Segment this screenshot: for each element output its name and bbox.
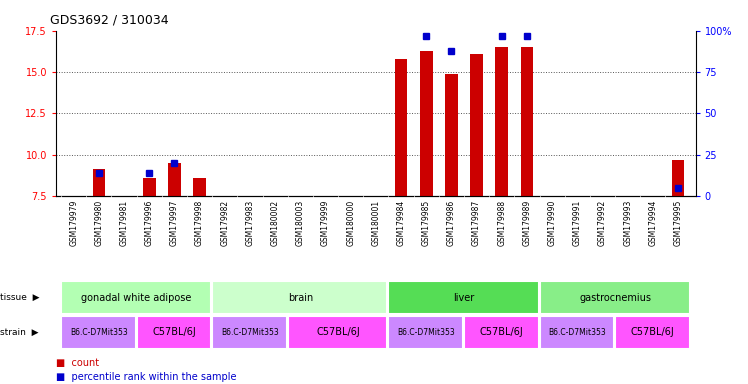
- Text: GSM179987: GSM179987: [472, 200, 481, 246]
- Text: B6.C-D7Mit353: B6.C-D7Mit353: [397, 328, 455, 337]
- Text: B6.C-D7Mit353: B6.C-D7Mit353: [221, 328, 279, 337]
- Text: B6.C-D7Mit353: B6.C-D7Mit353: [70, 328, 128, 337]
- Text: GSM179988: GSM179988: [497, 200, 506, 246]
- Text: GSM180000: GSM180000: [346, 200, 355, 246]
- Text: strain  ▶: strain ▶: [0, 328, 38, 337]
- Bar: [61, 316, 135, 349]
- Bar: [672, 159, 684, 196]
- Text: brain: brain: [288, 293, 313, 303]
- Text: ■  count: ■ count: [56, 358, 99, 368]
- Bar: [61, 281, 211, 314]
- Bar: [445, 74, 458, 196]
- Bar: [212, 281, 387, 314]
- Text: C57BL/6J: C57BL/6J: [631, 327, 675, 337]
- Bar: [388, 281, 539, 314]
- Text: GDS3692 / 310034: GDS3692 / 310034: [49, 13, 168, 26]
- Text: GSM179997: GSM179997: [170, 200, 179, 247]
- Bar: [521, 47, 533, 196]
- Bar: [470, 54, 483, 196]
- Text: GSM179985: GSM179985: [422, 200, 431, 246]
- Text: GSM179991: GSM179991: [573, 200, 582, 246]
- Text: ■  percentile rank within the sample: ■ percentile rank within the sample: [56, 372, 236, 382]
- Text: GSM179982: GSM179982: [221, 200, 230, 246]
- Text: GSM179981: GSM179981: [120, 200, 129, 246]
- Text: GSM179994: GSM179994: [649, 200, 657, 247]
- Text: tissue  ▶: tissue ▶: [0, 293, 40, 302]
- Text: GSM179992: GSM179992: [598, 200, 607, 246]
- Text: GSM179993: GSM179993: [623, 200, 632, 247]
- Text: C57BL/6J: C57BL/6J: [316, 327, 360, 337]
- Bar: [388, 316, 463, 349]
- Text: GSM179980: GSM179980: [94, 200, 103, 246]
- Bar: [93, 169, 105, 196]
- Bar: [615, 316, 690, 349]
- Bar: [464, 316, 539, 349]
- Text: gonadal white adipose: gonadal white adipose: [82, 293, 191, 303]
- Text: GSM179995: GSM179995: [673, 200, 682, 247]
- Bar: [539, 281, 690, 314]
- Text: GSM179983: GSM179983: [245, 200, 254, 246]
- Text: GSM179990: GSM179990: [548, 200, 557, 247]
- Text: B6.C-D7Mit353: B6.C-D7Mit353: [548, 328, 606, 337]
- Bar: [495, 47, 508, 196]
- Bar: [288, 316, 387, 349]
- Text: GSM179979: GSM179979: [70, 200, 79, 247]
- Text: GSM179998: GSM179998: [195, 200, 204, 246]
- Bar: [168, 163, 181, 196]
- Text: GSM179996: GSM179996: [145, 200, 154, 247]
- Bar: [193, 178, 206, 196]
- Bar: [143, 178, 156, 196]
- Text: GSM179999: GSM179999: [321, 200, 330, 247]
- Text: gastrocnemius: gastrocnemius: [579, 293, 651, 303]
- Bar: [137, 316, 211, 349]
- Bar: [395, 59, 408, 196]
- Bar: [212, 316, 286, 349]
- Text: GSM180001: GSM180001: [371, 200, 381, 246]
- Text: GSM179984: GSM179984: [396, 200, 405, 246]
- Text: GSM180002: GSM180002: [271, 200, 280, 246]
- Text: C57BL/6J: C57BL/6J: [480, 327, 524, 337]
- Text: GSM180003: GSM180003: [295, 200, 305, 246]
- Text: GSM179989: GSM179989: [522, 200, 531, 246]
- Text: GSM179986: GSM179986: [447, 200, 456, 246]
- Bar: [539, 316, 614, 349]
- Text: liver: liver: [453, 293, 475, 303]
- Bar: [420, 51, 432, 196]
- Text: C57BL/6J: C57BL/6J: [153, 327, 196, 337]
